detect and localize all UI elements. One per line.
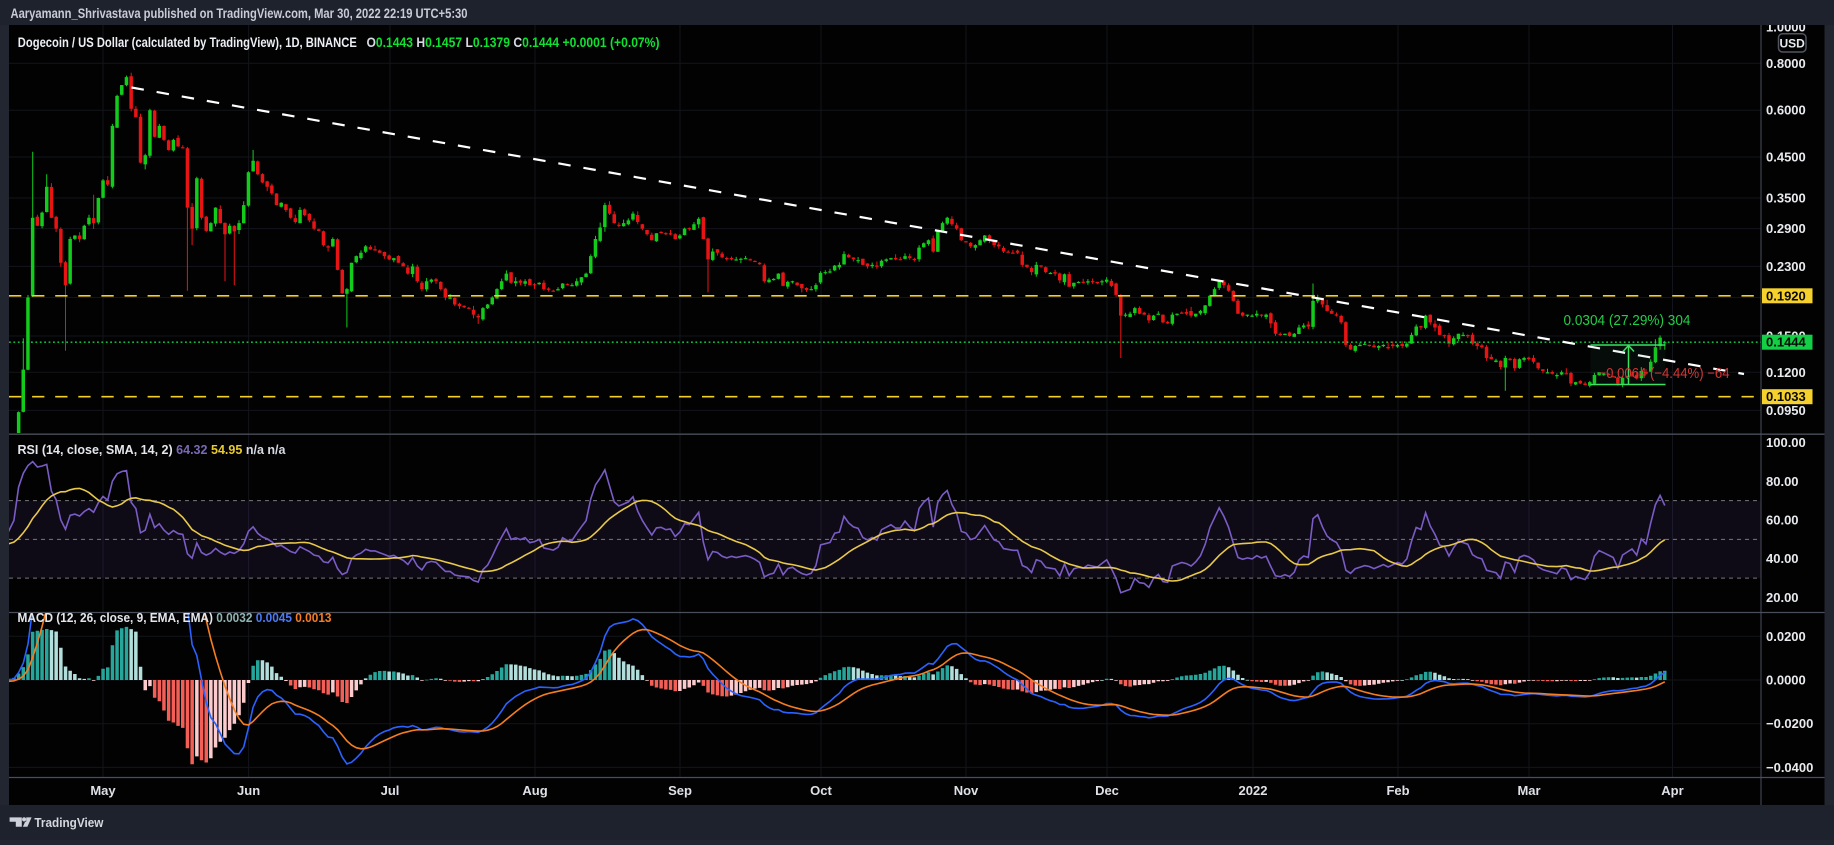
svg-text:Sep: Sep — [668, 783, 692, 798]
svg-text:O0.1443 H0.1457 L0.1379 C0.: O0.1443 H0.1457 L0.1379 C0.1444 +0.0001 … — [367, 34, 660, 50]
svg-text:0.0304 (27.29%) 304: 0.0304 (27.29%) 304 — [1564, 313, 1691, 329]
svg-text:Jul: Jul — [381, 783, 400, 798]
svg-text:May: May — [90, 783, 116, 798]
svg-text:MACD (12, 26, close, 9, EMA, E: MACD (12, 26, close, 9, EMA, EMA) 0.0032… — [18, 610, 332, 625]
svg-text:0.8000: 0.8000 — [1766, 56, 1806, 71]
svg-text:0.1920: 0.1920 — [1766, 288, 1806, 303]
svg-text:0.3500: 0.3500 — [1766, 191, 1806, 206]
svg-text:0.0000: 0.0000 — [1766, 673, 1806, 688]
svg-text:Oct: Oct — [810, 783, 832, 798]
svg-text:2022: 2022 — [1239, 783, 1268, 798]
svg-text:−0.0200: −0.0200 — [1766, 716, 1813, 731]
svg-text:Aug: Aug — [522, 783, 547, 798]
svg-text:80.00: 80.00 — [1766, 474, 1799, 489]
svg-text:TradingView: TradingView — [34, 815, 104, 830]
svg-text:−0.0064 (−4.44%) −64: −0.0064 (−4.44%) −64 — [1599, 366, 1730, 382]
svg-text:Nov: Nov — [954, 783, 979, 798]
svg-text:Jun: Jun — [237, 783, 260, 798]
svg-text:Feb: Feb — [1386, 783, 1409, 798]
svg-text:Mar: Mar — [1517, 783, 1540, 798]
svg-text:Apr: Apr — [1661, 783, 1683, 798]
svg-text:Dogecoin / US Dollar (calculat: Dogecoin / US Dollar (calculated by Trad… — [18, 34, 357, 50]
svg-text:0.6000: 0.6000 — [1766, 103, 1806, 118]
svg-text:−0.0400: −0.0400 — [1766, 760, 1813, 775]
svg-text:0.1033: 0.1033 — [1766, 389, 1806, 404]
svg-text:0.2300: 0.2300 — [1766, 259, 1806, 274]
svg-text:RSI (14, close, SMA, 14, 2) 6: RSI (14, close, SMA, 14, 2) 64.32 54.95 … — [18, 442, 287, 457]
svg-text:40.00: 40.00 — [1766, 551, 1799, 566]
svg-text:100.00: 100.00 — [1766, 435, 1806, 450]
svg-text:Aaryamann_Shrivastava publishe: Aaryamann_Shrivastava published on Tradi… — [11, 6, 468, 21]
svg-text:0.1444: 0.1444 — [1766, 335, 1807, 350]
svg-text:Dec: Dec — [1095, 783, 1119, 798]
svg-text:60.00: 60.00 — [1766, 513, 1799, 528]
svg-text:0.0200: 0.0200 — [1766, 629, 1806, 644]
svg-text:USD: USD — [1780, 36, 1806, 50]
svg-text:0.4500: 0.4500 — [1766, 150, 1806, 165]
svg-text:0.2900: 0.2900 — [1766, 221, 1806, 236]
svg-text:1.0000: 1.0000 — [1766, 20, 1806, 35]
svg-text:20.00: 20.00 — [1766, 590, 1799, 605]
svg-text:0.1200: 0.1200 — [1766, 365, 1806, 380]
svg-text:0.0950: 0.0950 — [1766, 403, 1806, 418]
